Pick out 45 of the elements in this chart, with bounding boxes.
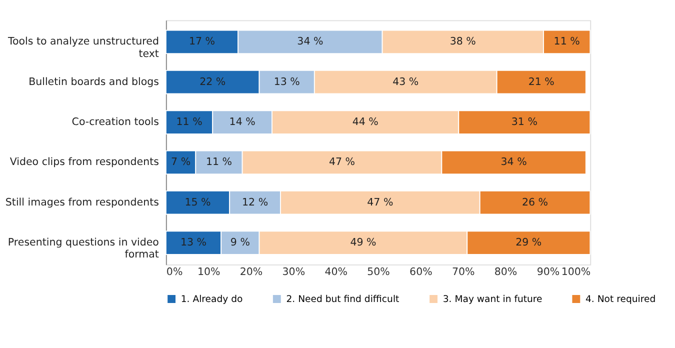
legend-label: 2. Need but find difficult xyxy=(286,294,400,305)
data-label: 14 % xyxy=(229,116,256,128)
data-label: 13 % xyxy=(274,76,300,88)
data-label: 34 % xyxy=(500,156,528,168)
data-label: 49 % xyxy=(350,236,376,249)
x-tick-label: 40% xyxy=(324,266,348,278)
data-label: 11 % xyxy=(176,116,203,128)
data-label: 15 % xyxy=(184,196,212,208)
x-tick-label: 10% xyxy=(197,266,220,278)
x-tick-label: 0% xyxy=(166,266,183,278)
data-label: 11 % xyxy=(554,36,580,48)
y-tick-label: Co-creation tools xyxy=(72,116,159,128)
data-label: 26 % xyxy=(522,196,548,208)
x-tick-label: 20% xyxy=(240,266,263,278)
data-label: 12 % xyxy=(242,196,268,208)
x-tick-label: 50% xyxy=(367,266,390,278)
data-label: 47 % xyxy=(367,196,394,208)
x-tick-label: 70% xyxy=(452,266,476,278)
legend-label: 1. Already do xyxy=(180,294,244,305)
data-label: 47 % xyxy=(328,156,356,168)
data-label: 29 % xyxy=(516,236,542,249)
data-label: 7 % xyxy=(171,156,191,168)
x-tick-label: 80% xyxy=(494,266,518,278)
data-label: 17 % xyxy=(188,36,216,48)
y-tick-label: Presenting questions in video format xyxy=(8,236,159,261)
x-tick-label: 30% xyxy=(282,266,306,278)
legend-label: 3. May want in future xyxy=(442,294,543,305)
data-label: 38 % xyxy=(450,36,476,48)
data-label: 13 % xyxy=(180,236,207,249)
data-label: 34 % xyxy=(297,36,324,48)
data-label: 11 % xyxy=(206,156,232,168)
data-label: 21 % xyxy=(528,76,555,88)
legend-label: 4. Not required xyxy=(585,294,656,305)
y-tick-label: Still images from respondents xyxy=(5,196,159,208)
data-label: 22 % xyxy=(200,76,226,88)
data-label: 44 % xyxy=(352,116,379,128)
x-tick-label: 60% xyxy=(410,266,433,278)
data-label: 43 % xyxy=(392,76,419,88)
y-tick-label: Video clips from respondents xyxy=(10,156,159,168)
y-tick-label: Bulletin boards and blogs xyxy=(28,76,159,88)
data-label: 31 % xyxy=(511,116,538,128)
data-label: 9 % xyxy=(230,236,250,249)
x-tick-label: 90% xyxy=(536,266,560,278)
y-tick-label: Tools to analyze unstructured text xyxy=(6,36,159,60)
x-tick-label: 100% xyxy=(561,266,591,278)
